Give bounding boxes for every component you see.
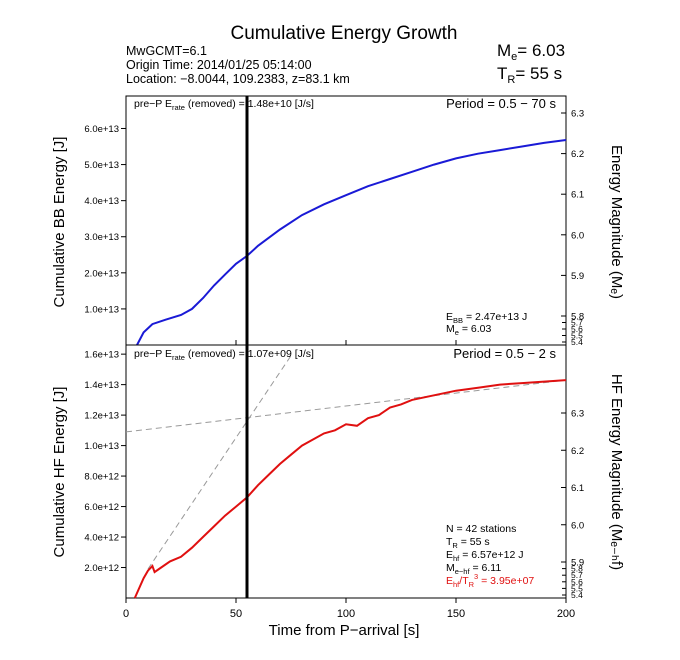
hf-panel: 2.0e+12 4.0e+12 6.0e+12 8.0e+12 1.0e+13 1.2e+… — [51, 344, 625, 600]
hf-rtick-label: 5.9 — [571, 558, 584, 569]
hf-right-ticks: 5.9 6.0 6.1 6.2 6.3 5.85.75.65.55.4 — [561, 409, 584, 600]
bb-y-ticks: 1.0e+13 2.0e+13 3.0e+13 4.0e+13 5.0e+13 6.0e+… — [84, 124, 126, 315]
hf-rtick-small-label: 5.4 — [571, 590, 583, 600]
bb-rtick-small-label: 5.4 — [571, 337, 583, 347]
bb-period: Period = 0.5 − 70 s — [446, 96, 556, 111]
hf-rtick-label: 6.3 — [571, 409, 584, 420]
bb-ebb: EBB = 2.47e+13 J — [446, 311, 527, 325]
bb-rtick-small-label: 5.7 — [571, 318, 583, 328]
header-mw: MwGCMT=6.1 — [126, 44, 207, 58]
x-axis-label: Time from P−arrival [s] — [269, 622, 420, 639]
hf-rtick-small-label: 5.7 — [571, 570, 583, 580]
figure-title: Cumulative Energy Growth — [230, 23, 457, 44]
x-tick-label: 200 — [557, 608, 575, 620]
hf-energy-line — [133, 379, 567, 599]
header-me: Me= 6.03 — [497, 41, 565, 63]
hf-rtick-small-label: 5.6 — [571, 577, 583, 587]
x-tick-label: 0 — [123, 608, 129, 620]
bb-right-ticks: 5.8 5.9 6.0 6.1 6.2 6.3 5.75.65.55.4 — [561, 109, 584, 347]
bb-right-axis-label: Energy Magnitude (Mₑ) — [608, 145, 625, 299]
hf-rtick-small-label: 5.5 — [571, 583, 583, 593]
bb-rtick-label: 6.1 — [571, 190, 584, 201]
header-location: Location: −8.0044, 109.2383, z=83.1 km — [126, 72, 350, 86]
hf-period: Period = 0.5 − 2 s — [453, 346, 556, 361]
bb-ytick-label: 2.0e+13 — [84, 268, 119, 279]
x-tick-label: 100 — [337, 608, 355, 620]
hf-y-axis-label: Cumulative HF Energy [J] — [51, 387, 68, 558]
hf-energy-ratio: Ehf/TR3 = 3.95e+07 — [446, 572, 534, 589]
bb-rtick-label: 5.9 — [571, 271, 584, 282]
hf-right-axis-label: HF Energy Magnitude (Mₑ₋ₕf) — [608, 374, 625, 570]
bb-panel: 1.0e+13 2.0e+13 3.0e+13 4.0e+13 5.0e+13 6.0e+… — [51, 95, 625, 347]
bb-ytick-label: 4.0e+13 — [84, 196, 119, 207]
bb-y-axis-label: Cumulative BB Energy [J] — [51, 137, 68, 308]
hf-ytick-label: 2.0e+12 — [84, 563, 119, 574]
bb-rtick-label: 6.0 — [571, 230, 584, 241]
hf-tr: TR = 55 s — [446, 536, 490, 550]
hf-ytick-label: 1.4e+13 — [84, 380, 119, 391]
hf-ytick-label: 1.0e+13 — [84, 441, 119, 452]
hf-rtick-small-label: 5.8 — [571, 564, 583, 574]
header-origin-time: Origin Time: 2014/01/25 05:14:00 — [126, 58, 312, 72]
hf-ytick-label: 8.0e+12 — [84, 472, 119, 483]
hf-pre-p-rate: pre−P Erate (removed) = 1.07e+09 [J/s] — [134, 348, 314, 362]
bb-ytick-label: 6.0e+13 — [84, 124, 119, 135]
bb-ytick-label: 1.0e+13 — [84, 304, 119, 315]
bb-rtick-small-label: 5.5 — [571, 331, 583, 341]
bb-ytick-label: 3.0e+13 — [84, 232, 119, 243]
hf-dashed-rate-line — [147, 355, 292, 570]
x-tick-label: 50 — [230, 608, 242, 620]
bb-rtick-label: 6.3 — [571, 109, 584, 120]
hf-dashed-fit-line — [125, 379, 567, 433]
x-tick-label: 150 — [447, 608, 465, 620]
bb-ytick-label: 5.0e+13 — [84, 160, 119, 171]
header-tr: TR= 55 s — [497, 64, 562, 86]
hf-ytick-label: 4.0e+12 — [84, 533, 119, 544]
hf-ytick-label: 1.2e+13 — [84, 411, 119, 422]
bb-rtick-label: 5.8 — [571, 312, 584, 323]
x-axis-ticks: 0 50 100 150 200 — [123, 340, 575, 620]
bb-pre-p-rate: pre−P Erate (removed) = 1.48e+10 [J/s] — [134, 98, 314, 112]
bb-rtick-label: 6.2 — [571, 149, 584, 160]
bb-energy-line — [136, 139, 567, 346]
hf-rtick-label: 6.2 — [571, 446, 584, 457]
bb-rtick-small-label: 5.6 — [571, 324, 583, 334]
hf-ehf: Ehf = 6.57e+12 J — [446, 549, 524, 563]
hf-rtick-label: 6.1 — [571, 483, 584, 494]
bb-me: Me = 6.03 — [446, 323, 491, 337]
hf-me-hf: Me−hf = 6.11 — [446, 562, 501, 576]
hf-rtick-label: 6.0 — [571, 520, 584, 531]
hf-ytick-label: 6.0e+12 — [84, 502, 119, 513]
hf-y-ticks: 2.0e+12 4.0e+12 6.0e+12 8.0e+12 1.0e+13 1.2e+… — [84, 350, 126, 574]
hf-ytick-label: 1.6e+13 — [84, 350, 119, 361]
hf-n-stations: N = 42 stations — [446, 523, 516, 535]
